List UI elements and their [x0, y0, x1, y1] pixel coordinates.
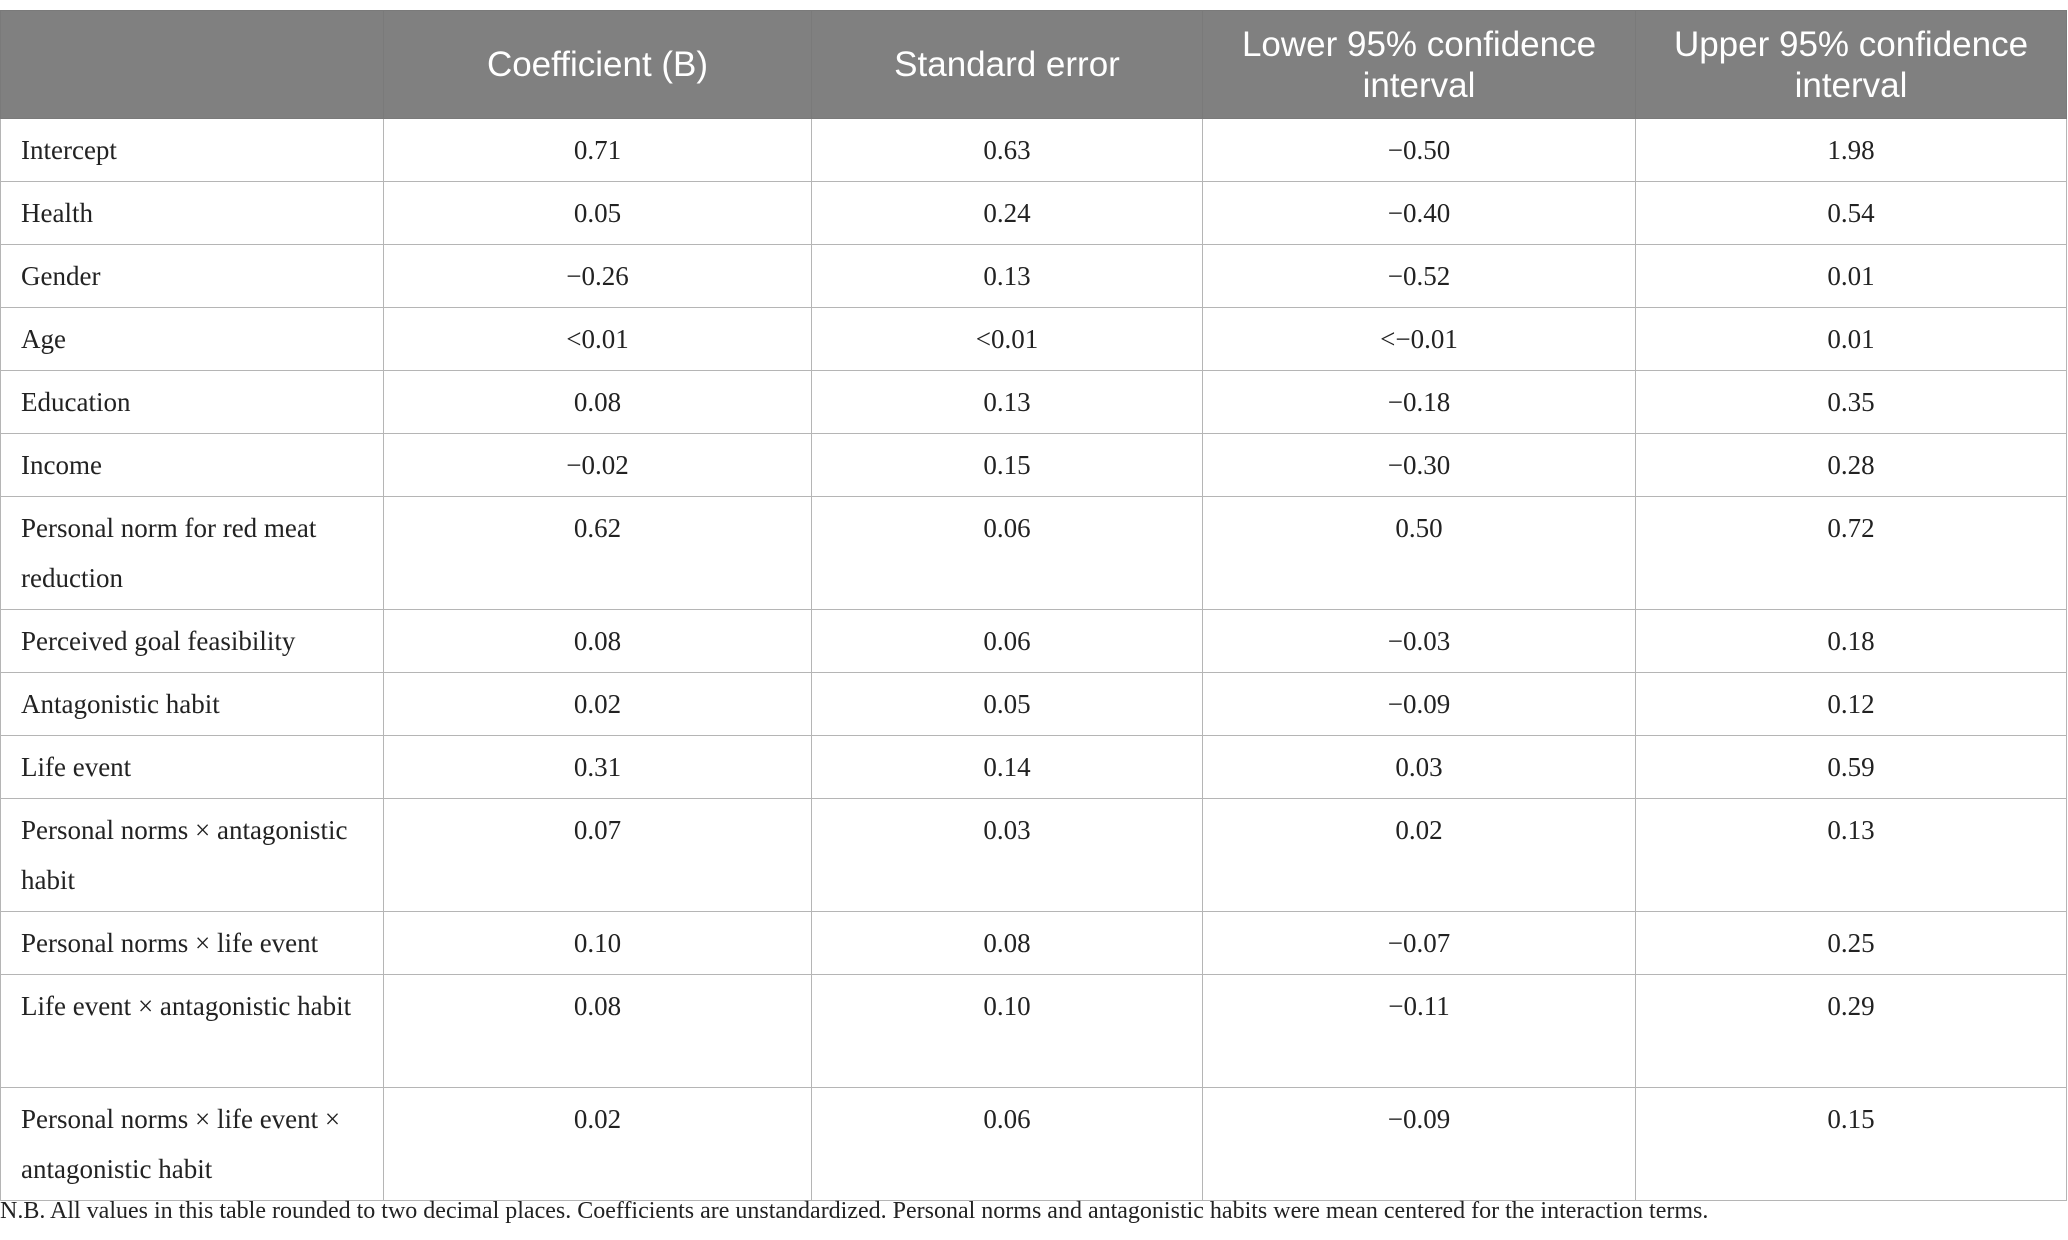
coefficient-cell: −0.02: [383, 433, 812, 497]
header-predictor: [0, 10, 384, 119]
lower-ci-cell: <−0.01: [1202, 307, 1636, 371]
row-label: Personal norm for red meat reduction: [0, 496, 384, 610]
coefficient-cell: 0.08: [383, 370, 812, 434]
coefficient-cell: 0.62: [383, 496, 812, 610]
lower-ci-cell: −0.03: [1202, 609, 1636, 673]
row-label: Health: [0, 181, 384, 245]
upper-ci-cell: 0.35: [1635, 370, 2067, 434]
coefficient-cell: <0.01: [383, 307, 812, 371]
table-row: Health 0.05 0.24 −0.40 0.54: [0, 181, 2067, 245]
upper-ci-cell: 0.28: [1635, 433, 2067, 497]
coefficient-cell: 0.31: [383, 735, 812, 799]
coefficient-cell: 0.10: [383, 911, 812, 975]
table-row: Personal norms × life event 0.10 0.08 −0…: [0, 911, 2067, 975]
row-label: Personal norms × life event: [0, 911, 384, 975]
upper-ci-cell: 0.01: [1635, 307, 2067, 371]
standard-error-cell: 0.03: [811, 798, 1203, 912]
table-row: Antagonistic habit 0.02 0.05 −0.09 0.12: [0, 672, 2067, 736]
lower-ci-cell: −0.11: [1202, 974, 1636, 1088]
upper-ci-cell: 0.29: [1635, 974, 2067, 1088]
lower-ci-cell: 0.02: [1202, 798, 1636, 912]
standard-error-cell: 0.06: [811, 496, 1203, 610]
row-label: Antagonistic habit: [0, 672, 384, 736]
table-header: Coefficient (B) Standard error Lower 95%…: [0, 10, 2067, 119]
coefficient-cell: 0.05: [383, 181, 812, 245]
lower-ci-cell: −0.18: [1202, 370, 1636, 434]
standard-error-cell: 0.14: [811, 735, 1203, 799]
table-row: Education 0.08 0.13 −0.18 0.35: [0, 370, 2067, 434]
table-row: Income −0.02 0.15 −0.30 0.28: [0, 433, 2067, 497]
standard-error-cell: 0.24: [811, 181, 1203, 245]
upper-ci-cell: 0.12: [1635, 672, 2067, 736]
header-row: Coefficient (B) Standard error Lower 95%…: [0, 10, 2067, 119]
lower-ci-cell: −0.40: [1202, 181, 1636, 245]
upper-ci-cell: 0.59: [1635, 735, 2067, 799]
lower-ci-cell: −0.50: [1202, 118, 1636, 182]
coefficient-cell: 0.08: [383, 609, 812, 673]
row-label: Life event × antagonistic habit: [0, 974, 384, 1088]
row-label: Intercept: [0, 118, 384, 182]
header-lower-ci: Lower 95% confidence interval: [1202, 10, 1636, 119]
table-row: Personal norms × antagonistic habit 0.07…: [0, 798, 2067, 912]
row-label: Perceived goal feasibility: [0, 609, 384, 673]
upper-ci-cell: 0.01: [1635, 244, 2067, 308]
coefficient-cell: 0.07: [383, 798, 812, 912]
coefficient-cell: 0.02: [383, 1087, 812, 1201]
standard-error-cell: 0.06: [811, 609, 1203, 673]
upper-ci-cell: 0.18: [1635, 609, 2067, 673]
lower-ci-cell: 0.03: [1202, 735, 1636, 799]
upper-ci-cell: 0.54: [1635, 181, 2067, 245]
upper-ci-cell: 0.15: [1635, 1087, 2067, 1201]
lower-ci-cell: −0.09: [1202, 1087, 1636, 1201]
standard-error-cell: 0.05: [811, 672, 1203, 736]
row-label: Life event: [0, 735, 384, 799]
standard-error-cell: 0.63: [811, 118, 1203, 182]
row-label: Age: [0, 307, 384, 371]
table-row: Gender −0.26 0.13 −0.52 0.01: [0, 244, 2067, 308]
standard-error-cell: 0.10: [811, 974, 1203, 1088]
regression-table: Coefficient (B) Standard error Lower 95%…: [0, 10, 2067, 1201]
standard-error-cell: 0.15: [811, 433, 1203, 497]
table-row: Personal norms × life event × antagonist…: [0, 1087, 2067, 1201]
coefficient-cell: −0.26: [383, 244, 812, 308]
standard-error-cell: 0.13: [811, 370, 1203, 434]
lower-ci-cell: −0.52: [1202, 244, 1636, 308]
header-upper-ci: Upper 95% confidence interval: [1635, 10, 2067, 119]
table-row: Life event 0.31 0.14 0.03 0.59: [0, 735, 2067, 799]
standard-error-cell: <0.01: [811, 307, 1203, 371]
coefficient-cell: 0.71: [383, 118, 812, 182]
lower-ci-cell: −0.07: [1202, 911, 1636, 975]
coefficient-cell: 0.08: [383, 974, 812, 1088]
coefficient-cell: 0.02: [383, 672, 812, 736]
row-label: Education: [0, 370, 384, 434]
lower-ci-cell: −0.09: [1202, 672, 1636, 736]
table-row: Age <0.01 <0.01 <−0.01 0.01: [0, 307, 2067, 371]
table-body: Intercept 0.71 0.63 −0.50 1.98 Health 0.…: [0, 118, 2067, 1201]
upper-ci-cell: 1.98: [1635, 118, 2067, 182]
table-row: Personal norm for red meat reduction 0.6…: [0, 496, 2067, 610]
table-row: Intercept 0.71 0.63 −0.50 1.98: [0, 118, 2067, 182]
table-footnote: N.B. All values in this table rounded to…: [0, 1198, 1709, 1224]
upper-ci-cell: 0.25: [1635, 911, 2067, 975]
row-label: Personal norms × life event × antagonist…: [0, 1087, 384, 1201]
table-row: Perceived goal feasibility 0.08 0.06 −0.…: [0, 609, 2067, 673]
standard-error-cell: 0.08: [811, 911, 1203, 975]
table-row: Life event × antagonistic habit 0.08 0.1…: [0, 974, 2067, 1088]
row-label: Gender: [0, 244, 384, 308]
lower-ci-cell: 0.50: [1202, 496, 1636, 610]
upper-ci-cell: 0.72: [1635, 496, 2067, 610]
lower-ci-cell: −0.30: [1202, 433, 1636, 497]
row-label: Personal norms × antagonistic habit: [0, 798, 384, 912]
header-standard-error: Standard error: [811, 10, 1203, 119]
row-label: Income: [0, 433, 384, 497]
standard-error-cell: 0.06: [811, 1087, 1203, 1201]
standard-error-cell: 0.13: [811, 244, 1203, 308]
regression-table-container: Coefficient (B) Standard error Lower 95%…: [0, 10, 2067, 1201]
header-coefficient: Coefficient (B): [383, 10, 812, 119]
upper-ci-cell: 0.13: [1635, 798, 2067, 912]
